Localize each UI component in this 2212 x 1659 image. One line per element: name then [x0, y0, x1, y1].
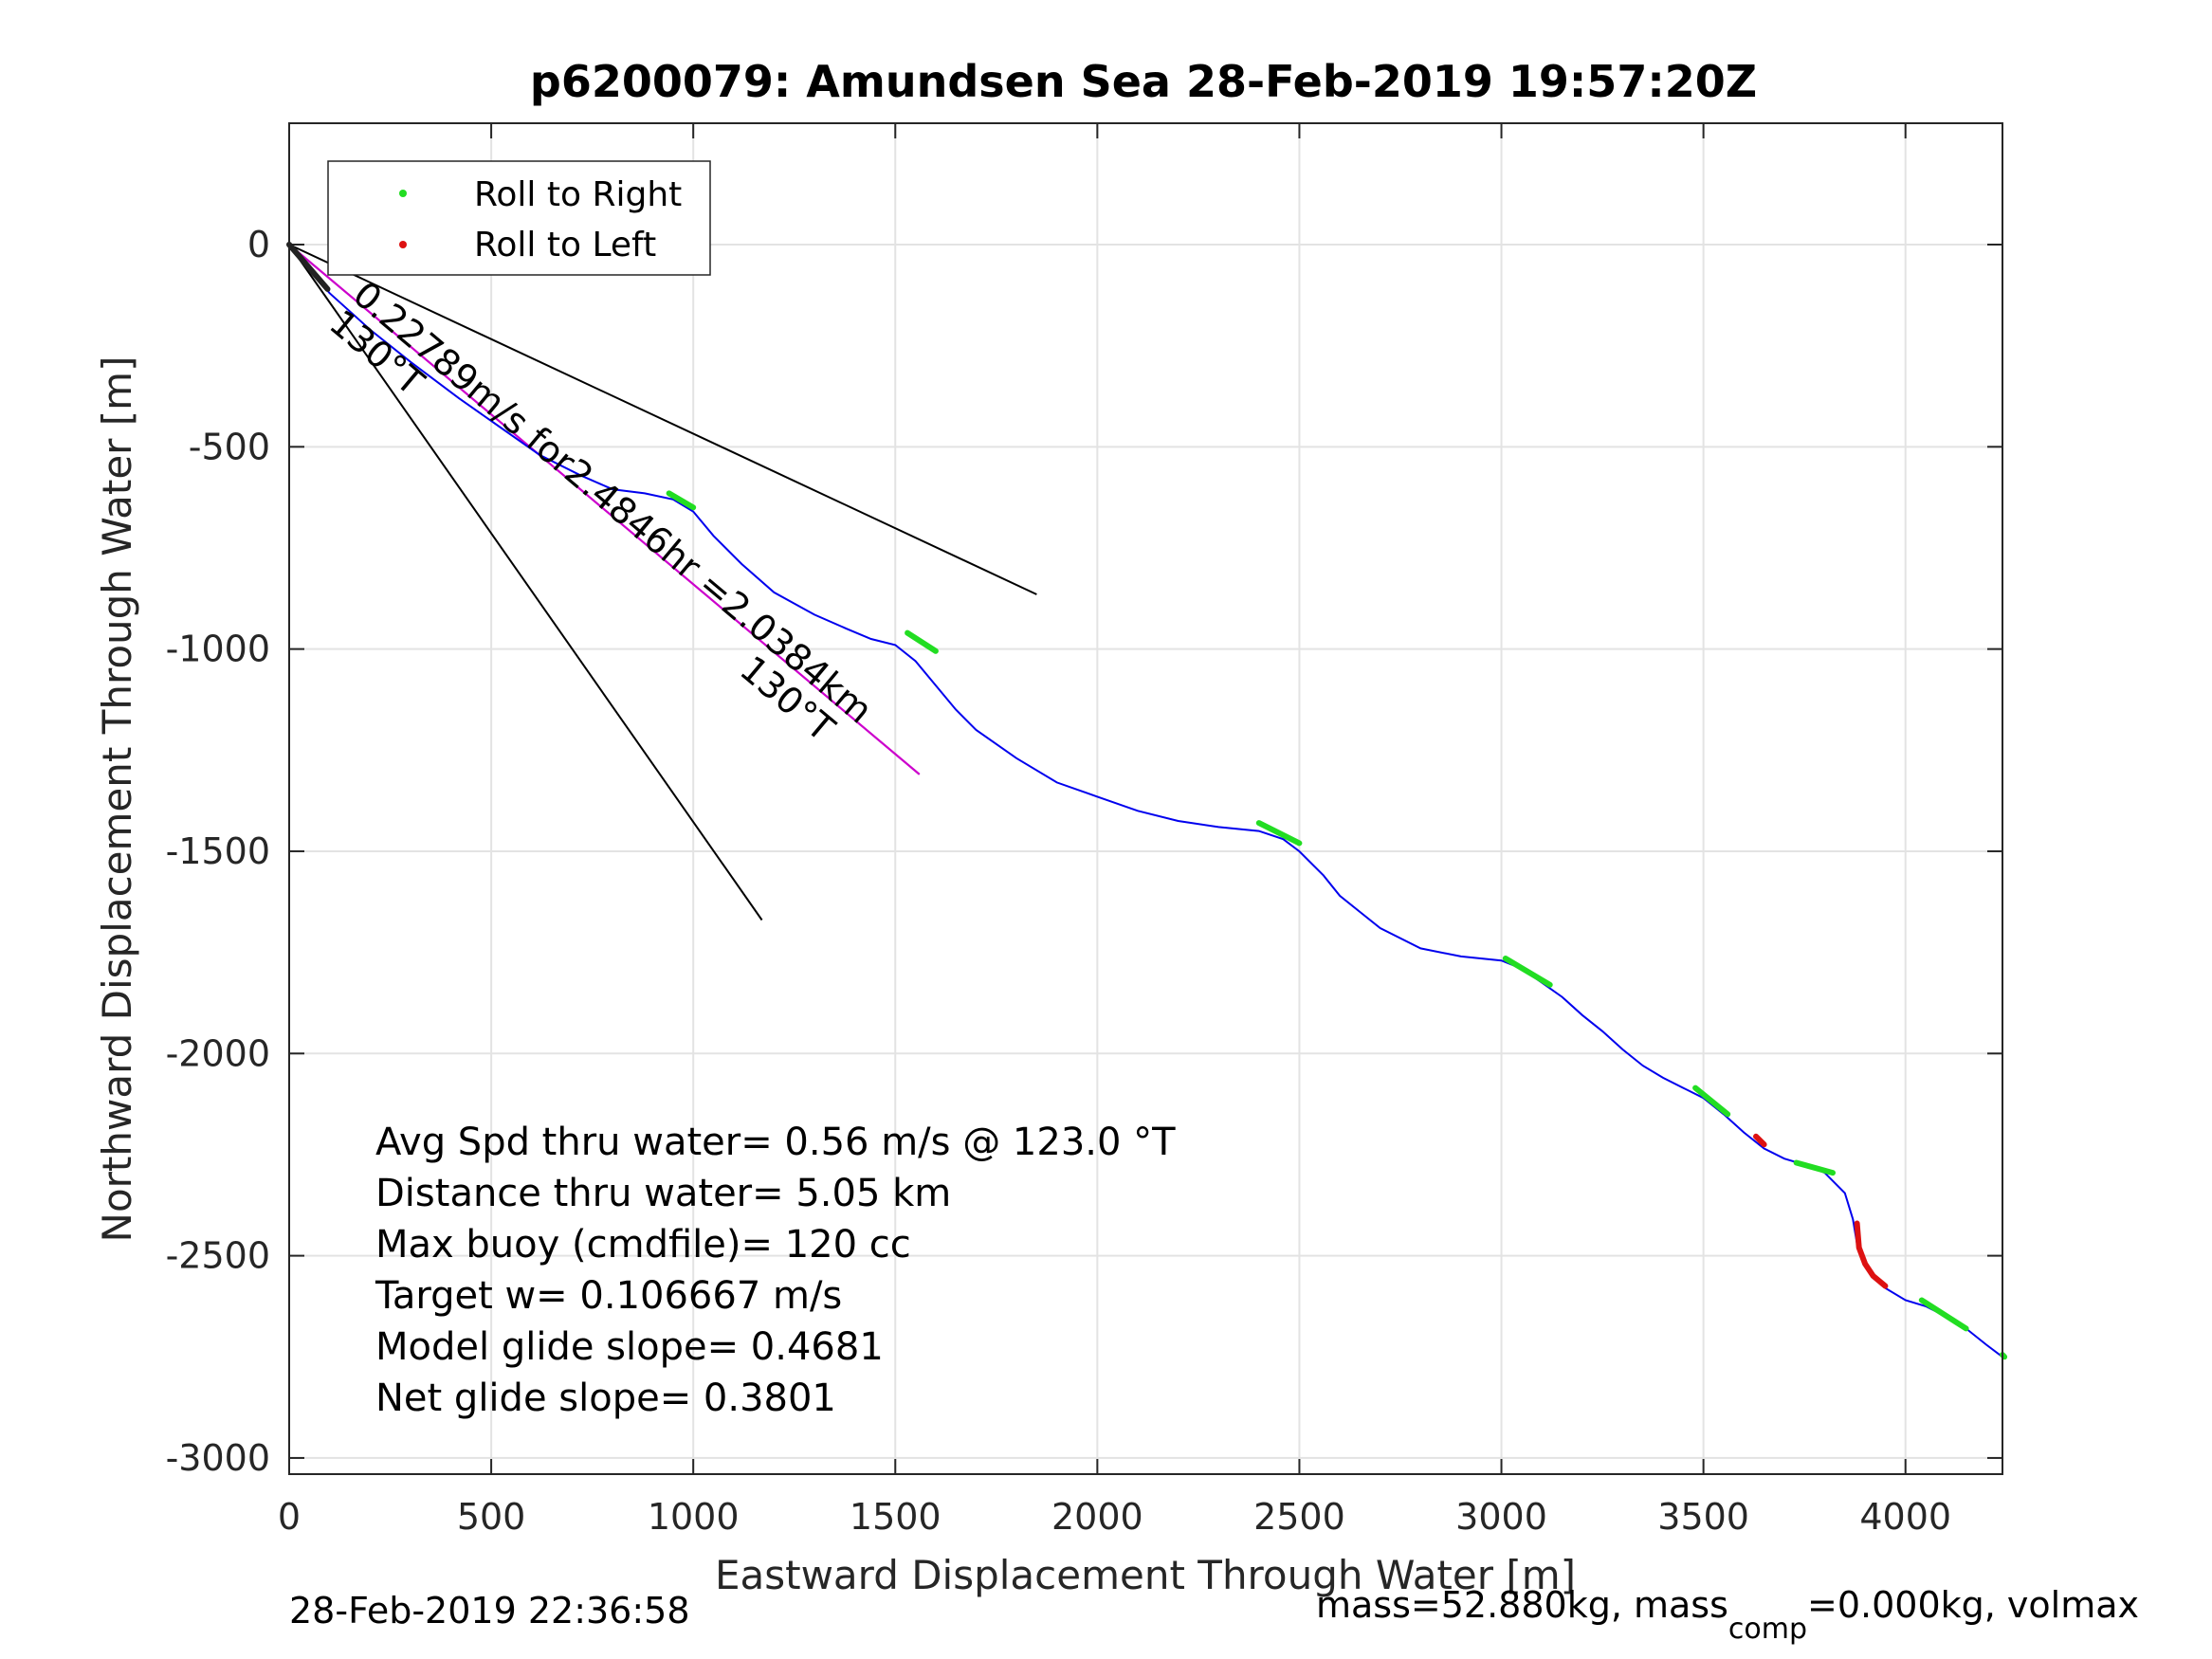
x-tick-label: 500 [457, 1496, 526, 1538]
roll-left-segment [1854, 1220, 1889, 1289]
grid [288, 123, 2002, 1474]
footer-timestamp: 28-Feb-2019 22:36:58 [289, 1590, 690, 1632]
y-tick-label: -3000 [166, 1437, 270, 1479]
y-tick-label: -2000 [166, 1032, 270, 1074]
heading-lines [288, 244, 1037, 921]
roll-left-segment [1753, 1133, 1767, 1148]
x-tick-label: 2500 [1253, 1496, 1345, 1538]
footer-mass-sub: comp [1728, 1613, 1807, 1646]
y-tick-label: -2500 [166, 1235, 270, 1277]
roll-right-segment [905, 629, 939, 654]
stat-distance: Distance thru water= 5.05 km [375, 1172, 951, 1215]
roll-right-segment [666, 490, 697, 511]
x-axis-label: Eastward Displacement Through Water [m] [715, 1552, 1576, 1598]
annotation-labels: 0.22789m/s for2.4846hr =2.0384km 130°T 1… [321, 273, 880, 750]
y-tick-label: 0 [247, 224, 270, 265]
stat-target-w: Target w= 0.106667 m/s [375, 1274, 842, 1318]
footer-mass-info: mass=52.880kg, masscomp=0.000kg, volmax [1316, 1584, 2139, 1646]
stat-avg-speed: Avg Spd thru water= 0.56 m/s @ 123.0 °T [375, 1121, 1176, 1164]
x-tick-label: 2000 [1051, 1496, 1143, 1538]
x-tick-label: 0 [278, 1496, 301, 1538]
legend: Roll to Right Roll to Left [327, 160, 711, 276]
heading-line [288, 244, 1037, 595]
track-line [288, 244, 2003, 1358]
stat-net-glide-slope: Net glide slope= 0.3801 [375, 1376, 836, 1420]
plot-frame [288, 122, 2003, 1475]
roll-right-segment [1918, 1297, 1969, 1332]
x-tick-label: 4000 [1859, 1496, 1951, 1538]
y-tick-label: -1500 [166, 830, 270, 872]
x-tick-label: 3500 [1657, 1496, 1749, 1538]
stat-model-glide-slope: Model glide slope= 0.4681 [375, 1325, 884, 1369]
roll-right-segment [1255, 820, 1303, 847]
legend-box [327, 160, 711, 276]
y-tick-label: -1000 [166, 629, 270, 670]
legend-marker-roll-left [399, 241, 407, 248]
start-segment [286, 241, 331, 292]
legend-label-roll-left: Roll to Left [474, 226, 656, 264]
footer-mass-b: =0.000kg, volmax [1807, 1584, 2139, 1626]
chart-title: p6200079: Amundsen Sea 28-Feb-2019 19:57… [530, 56, 1757, 107]
legend-label-roll-right: Roll to Right [474, 175, 682, 214]
magenta-mean-line [288, 244, 921, 775]
track-layer [286, 241, 2008, 1360]
stats-block: Avg Spd thru water= 0.56 m/s @ 123.0 °T … [375, 1121, 1176, 1420]
x-tick-label: 1000 [648, 1496, 740, 1538]
roll-right-segment [1692, 1085, 1731, 1118]
y-tick-labels: 0 -500 -1000 -1500 -2000 -2500 -3000 [166, 224, 270, 1479]
speed-distance-label: 0.22789m/s for2.4846hr =2.0384km [345, 273, 880, 731]
roll-right-segment [1793, 1159, 1836, 1176]
y-axis-label: Northward Displacement Through Water [m] [94, 356, 140, 1243]
roll-right-segment [1502, 956, 1553, 988]
x-tick-label: 1500 [850, 1496, 941, 1538]
footer-mass-a: mass=52.880kg, mass [1316, 1584, 1728, 1626]
legend-marker-roll-right [399, 190, 407, 197]
heading-line [288, 244, 763, 921]
x-tick-label: 3000 [1455, 1496, 1547, 1538]
x-tick-labels: 0 500 1000 1500 2000 2500 3000 3500 4000 [278, 1496, 1951, 1538]
stat-max-buoy: Max buoy (cmdfile)= 120 cc [375, 1223, 911, 1267]
y-tick-label: -500 [189, 426, 270, 467]
